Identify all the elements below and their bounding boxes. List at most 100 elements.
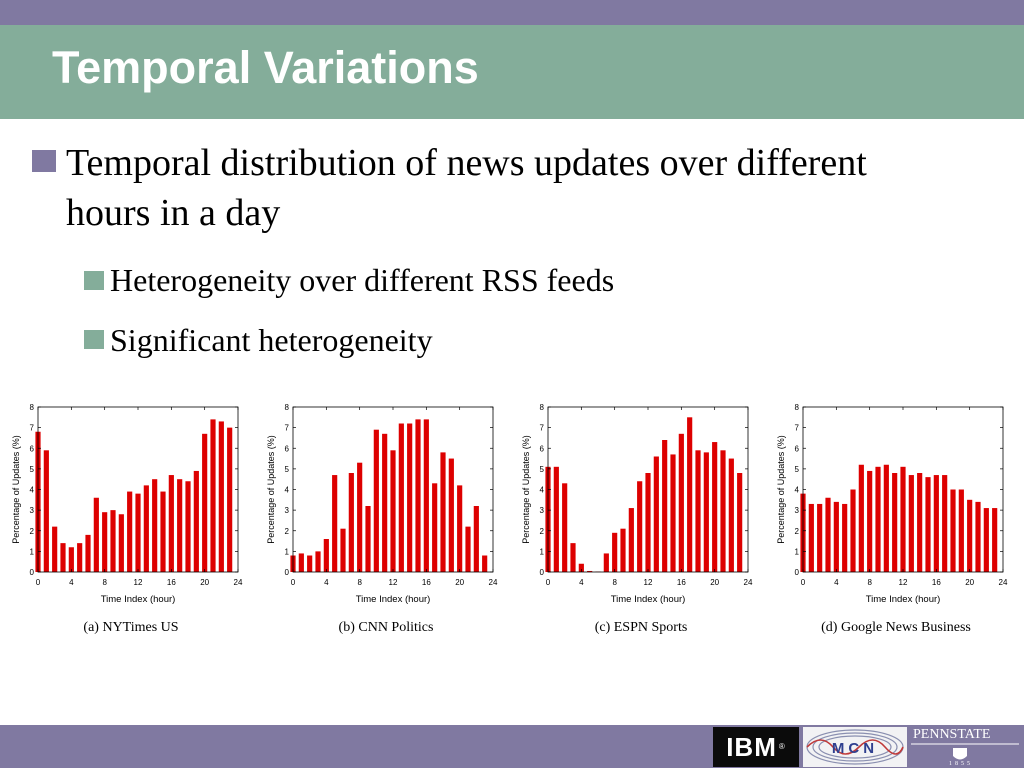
x-tick-label: 0 <box>291 578 296 587</box>
x-tick-label: 4 <box>579 578 584 587</box>
chart-bar <box>604 553 609 572</box>
y-tick-label: 6 <box>30 444 35 453</box>
chart-bar <box>687 417 692 572</box>
mcn-logo-text: MCN <box>832 740 878 757</box>
x-tick-label: 24 <box>744 578 753 587</box>
chart-bar <box>654 457 659 573</box>
y-tick-label: 7 <box>795 424 800 433</box>
chart-bar <box>52 527 57 572</box>
y-axis-label: Percentage of Updates (%) <box>776 435 786 544</box>
chart-bar <box>704 452 709 572</box>
x-tick-label: 4 <box>834 578 839 587</box>
chart-bar <box>94 498 99 572</box>
top-band <box>0 0 1024 25</box>
chart-bar <box>817 504 822 572</box>
x-axis-label: Time Index (hour) <box>866 594 941 605</box>
y-tick-label: 4 <box>30 486 35 495</box>
chart-bar <box>324 539 329 572</box>
chart-bar <box>737 473 742 572</box>
chart-bar <box>102 512 107 572</box>
chart-bar <box>645 473 650 572</box>
y-tick-label: 7 <box>285 424 290 433</box>
y-tick-label: 3 <box>285 506 290 515</box>
chart-bar <box>637 481 642 572</box>
x-axis-label: Time Index (hour) <box>101 594 176 605</box>
x-tick-label: 16 <box>422 578 431 587</box>
chart-bar <box>135 494 140 572</box>
x-tick-label: 20 <box>455 578 464 587</box>
chart-bar <box>449 459 454 572</box>
y-tick-label: 8 <box>795 403 800 412</box>
chart-bar <box>465 527 470 572</box>
bullet-square-icon <box>32 150 56 172</box>
chart-bar <box>407 424 412 573</box>
chart-bar <box>809 504 814 572</box>
chart-bar <box>720 450 725 572</box>
y-tick-label: 4 <box>795 486 800 495</box>
chart-caption: (a) NYTimes US <box>16 620 246 636</box>
chart-bar <box>169 475 174 572</box>
y-tick-label: 7 <box>540 424 545 433</box>
y-tick-label: 4 <box>540 486 545 495</box>
registered-mark: ® <box>779 742 786 751</box>
chart-bar <box>992 508 997 572</box>
x-tick-label: 0 <box>801 578 806 587</box>
chart-bar <box>875 467 880 572</box>
chart-bar <box>909 475 914 572</box>
chart-bar <box>144 485 149 572</box>
x-tick-label: 16 <box>167 578 176 587</box>
chart-bar <box>917 473 922 572</box>
chart-bar <box>332 475 337 572</box>
chart-bar <box>842 504 847 572</box>
y-tick-label: 6 <box>540 444 545 453</box>
x-tick-label: 0 <box>546 578 551 587</box>
chart-bar <box>900 467 905 572</box>
chart-bar <box>340 529 345 572</box>
slide-title: Temporal Variations <box>52 38 479 98</box>
chart-bar <box>315 551 320 572</box>
chart-bar <box>975 502 980 572</box>
chart-bar <box>227 428 232 572</box>
sub-bullet-text: Significant heterogeneity <box>110 320 433 360</box>
x-tick-label: 8 <box>612 578 617 587</box>
chart-bar <box>620 529 625 572</box>
chart-bar <box>399 424 404 573</box>
chart-bar <box>959 490 964 573</box>
x-tick-label: 24 <box>999 578 1008 587</box>
chart-caption: (b) CNN Politics <box>271 620 501 636</box>
x-tick-label: 8 <box>357 578 362 587</box>
main-bullet-text: Temporal distribution of news updates ov… <box>66 138 926 238</box>
chart-bar <box>712 442 717 572</box>
x-tick-label: 12 <box>644 578 653 587</box>
y-tick-label: 1 <box>540 547 545 556</box>
y-tick-label: 5 <box>30 465 35 474</box>
x-tick-label: 24 <box>234 578 243 587</box>
y-tick-label: 5 <box>540 465 545 474</box>
y-axis-label: Percentage of Updates (%) <box>11 435 21 544</box>
pennstate-year: 1855 <box>949 761 973 767</box>
ibm-logo-text: IBM <box>726 732 777 762</box>
y-tick-label: 2 <box>540 527 545 536</box>
chart-bar <box>892 473 897 572</box>
x-tick-label: 8 <box>867 578 872 587</box>
y-tick-label: 6 <box>795 444 800 453</box>
chart-bar <box>85 535 90 572</box>
y-tick-label: 2 <box>795 527 800 536</box>
chart-bar <box>299 553 304 572</box>
chart-bar <box>60 543 65 572</box>
pennstate-logo: PENNSTATE 1855 <box>907 727 1024 767</box>
chart-bar <box>942 475 947 572</box>
chart-bar <box>950 490 955 573</box>
y-tick-label: 2 <box>285 527 290 536</box>
y-tick-label: 1 <box>795 547 800 556</box>
sub-bullet-text: Heterogeneity over different RSS feeds <box>110 260 614 300</box>
chart-bar <box>457 485 462 572</box>
y-tick-label: 2 <box>30 527 35 536</box>
y-tick-label: 8 <box>285 403 290 412</box>
chart-bar <box>307 556 312 573</box>
